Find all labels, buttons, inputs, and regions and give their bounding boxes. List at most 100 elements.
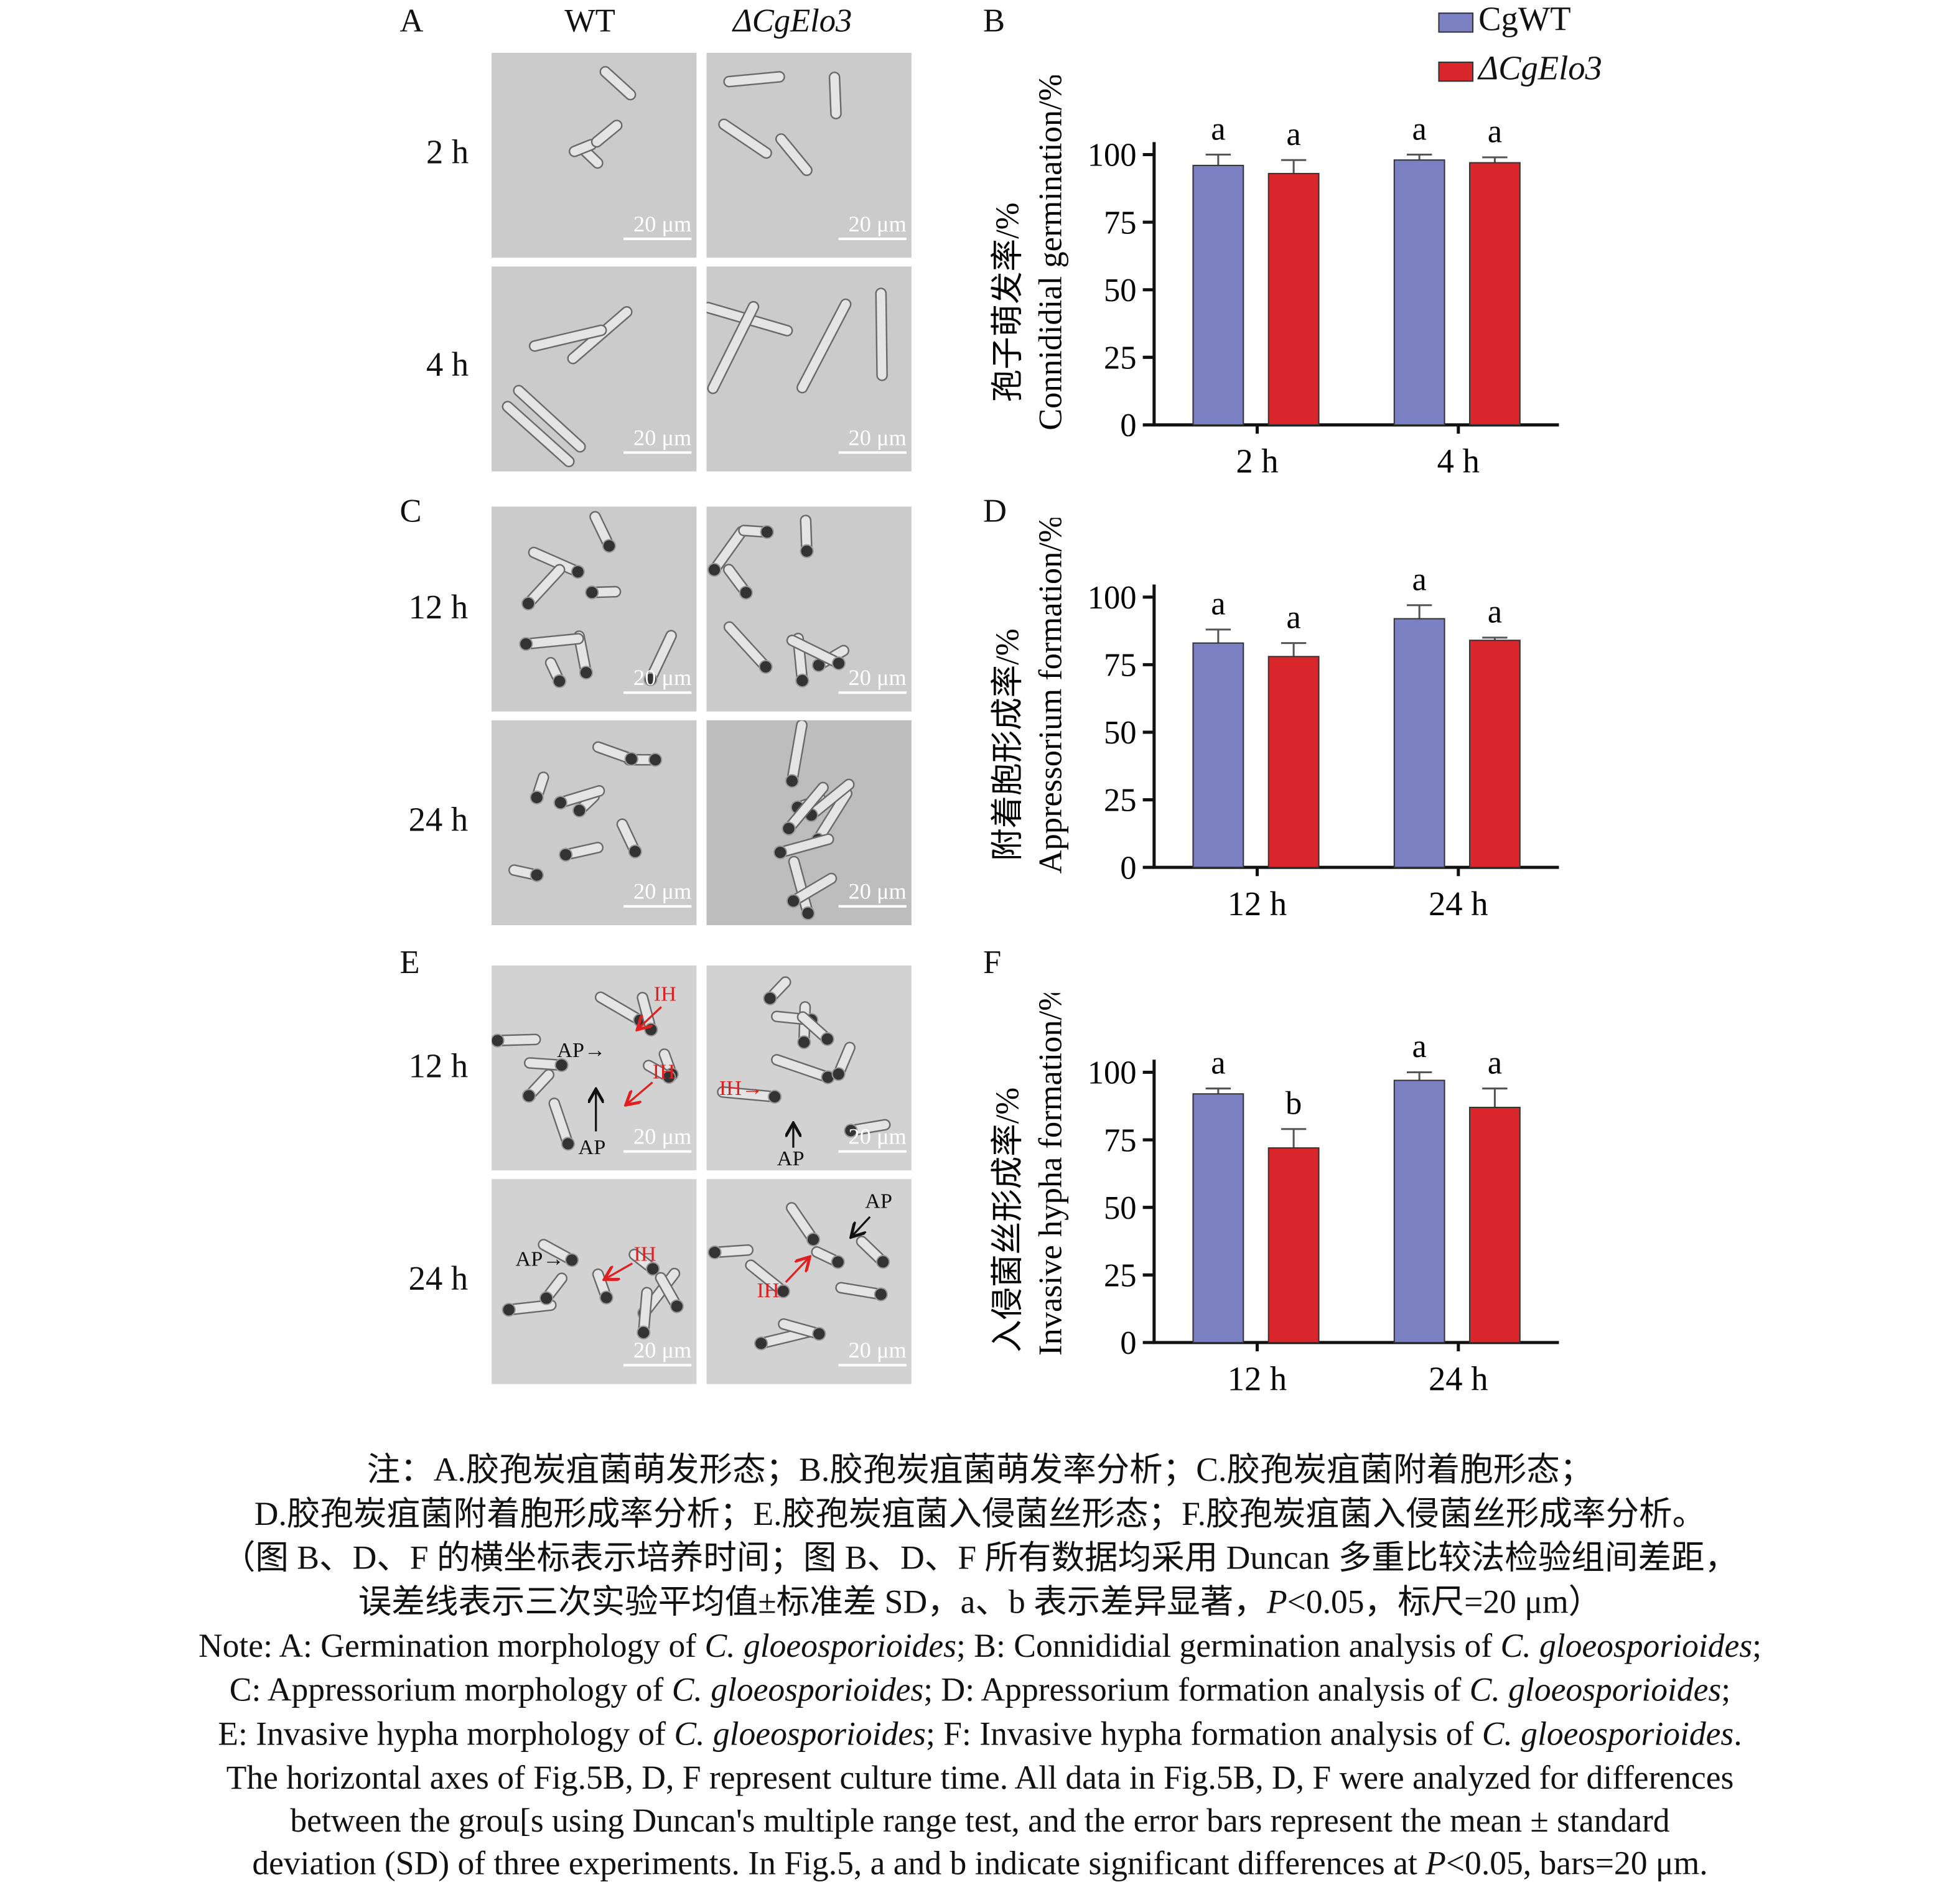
y-tick-label: 100 (1088, 137, 1137, 174)
x-tick-label: 24 h (1429, 1360, 1488, 1398)
bar-mutant (1468, 640, 1521, 869)
caption-line: The horizontal axes of Fig.5B, D, F repr… (0, 1761, 1960, 1795)
bar-mutant (1267, 656, 1320, 869)
caption-segment: 注：A.胶孢炭疽菌萌发形态；B.胶孢炭疽菌萌发率分析；C.胶孢炭疽菌附着胞形态； (366, 1450, 1594, 1489)
bar-mutant (1468, 162, 1521, 426)
scale-bar-label: 20 μm (633, 1124, 692, 1149)
caption-line: Note: A: Germination morphology of C. gl… (0, 1629, 1960, 1663)
bar-mutant (1267, 172, 1320, 426)
scale-bar (838, 905, 907, 908)
caption-segment: C. gloeosporioides (671, 1670, 924, 1708)
scale-bar (838, 1150, 907, 1153)
caption-line: E: Invasive hypha morphology of C. gloeo… (0, 1717, 1960, 1751)
caption-line: 误差线表示三次实验平均值±标准差 SD，a、b 表示差异显著，P<0.05，标尺… (0, 1585, 1960, 1619)
significance-letter: a (1412, 562, 1426, 598)
bar-wt (1393, 618, 1445, 869)
bar-wt (1192, 642, 1244, 869)
chart-f: 0 25 50 75 100 12 h 24 h a a b a 入侵菌丝形成率/% Invasive … (990, 993, 1559, 1398)
micrograph: 20 μm (706, 52, 912, 258)
caption-segment: deviation (SD) of three experiments. In … (252, 1844, 1426, 1882)
y-tick-label: 0 (1120, 408, 1136, 444)
scale-bar-label: 20 μm (633, 878, 692, 904)
ih-label: IH→ (719, 1076, 763, 1100)
bar-wt (1393, 159, 1445, 426)
scale-bar-label: 20 μm (848, 878, 907, 904)
significance-letter: a (1412, 1028, 1426, 1064)
ap-label: AP (578, 1135, 606, 1159)
significance-letter: a (1488, 1045, 1502, 1081)
x-tick-label: 2 h (1236, 442, 1278, 480)
bar-wt (1192, 164, 1244, 426)
chart-b: 0 25 50 75 100 2 h 4 h a a a a 孢子萌发率/% Connididial g… (990, 75, 1559, 480)
panel-label-f: F (983, 944, 1002, 981)
caption-segment: ; F: Invasive hypha formation analysis o… (925, 1714, 1482, 1753)
y-axis-label-en: Invasive hypha formation/% (1032, 993, 1068, 1356)
scale-bar-label: 20 μm (848, 424, 907, 450)
significance-letter: b (1286, 1085, 1302, 1121)
caption-segment: P (1266, 1582, 1287, 1621)
scale-bar-label: 20 μm (633, 211, 692, 236)
ap-label: AP→ (515, 1247, 564, 1271)
ap-label: AP (777, 1146, 805, 1171)
bar-mutant (1267, 1147, 1320, 1343)
y-axis-label-en: Connididial germination/% (1032, 75, 1068, 430)
row-label: 24 h (408, 801, 469, 839)
caption-segment: C: Appressorium morphology of (229, 1670, 672, 1708)
micrograph: 20 μm (706, 266, 912, 472)
bar-wt (1192, 1093, 1244, 1343)
ih-label: IH (757, 1278, 780, 1303)
row-label: 12 h (408, 588, 469, 627)
bar-wt (1393, 1079, 1445, 1343)
scale-bar (623, 691, 692, 694)
scale-bar-label: 20 μm (848, 1124, 907, 1149)
micrograph: 20 μm (706, 720, 912, 926)
y-tick-label: 75 (1104, 205, 1137, 241)
caption-segment: The horizontal axes of Fig.5B, D, F repr… (226, 1758, 1734, 1797)
y-tick-label: 25 (1104, 783, 1137, 819)
x-tick-label: 12 h (1228, 1360, 1287, 1398)
row-label: 2 h (426, 133, 469, 171)
legend-label-mutant: ΔCgElo3 (1478, 49, 1602, 87)
y-tick-label: 100 (1088, 580, 1137, 616)
caption-line: （图 B、D、F 的横坐标表示培养时间；图 B、D、F 所有数据均采用 Dunc… (0, 1541, 1960, 1575)
legend-label-wt: CgWT (1478, 0, 1571, 38)
ap-label: AP→ (557, 1038, 606, 1063)
x-tick-label: 4 h (1437, 442, 1480, 480)
significance-letter: a (1286, 116, 1300, 152)
scale-bar (838, 237, 907, 240)
caption-line: D.胶孢炭疽菌附着胞形成率分析；E.胶孢炭疽菌入侵菌丝形态；F.胶孢炭疽菌入侵菌… (0, 1497, 1960, 1530)
y-tick-label: 100 (1088, 1055, 1137, 1091)
y-tick-label: 75 (1104, 648, 1137, 684)
caption-segment: P (1426, 1844, 1446, 1882)
bar-mutant (1468, 1106, 1521, 1343)
ih-label: IH (633, 1242, 656, 1266)
significance-letter: a (1412, 111, 1426, 147)
caption-line: 注：A.胶孢炭疽菌萌发形态；B.胶孢炭疽菌萌发率分析；C.胶孢炭疽菌附着胞形态； (0, 1453, 1960, 1487)
caption-segment: between the grou[s using Duncan's multip… (290, 1801, 1670, 1839)
y-tick-label: 0 (1120, 850, 1136, 886)
column-label-wt: WT (564, 2, 615, 39)
y-axis-label-cn: 孢子萌发率/% (990, 202, 1026, 402)
ih-label: IH (652, 1060, 675, 1084)
chart-d: 0 25 50 75 100 12 h 24 h a a a a 附着胞形成率/% Appressori… (990, 518, 1559, 923)
y-axis-label-cn: 入侵菌丝形成率/% (990, 1088, 1026, 1353)
x-tick-label: 12 h (1228, 885, 1287, 923)
scale-bar-label: 20 μm (633, 664, 692, 691)
scale-bar (623, 905, 692, 908)
row-label: 24 h (408, 1259, 469, 1298)
scale-bar-label: 20 μm (633, 1337, 692, 1363)
caption-segment: C. gloeosporioides (1482, 1714, 1734, 1753)
micrograph: 20 μm (706, 965, 912, 1171)
micrograph: 20 μm (492, 1179, 697, 1384)
x-tick-label: 24 h (1429, 885, 1488, 923)
y-tick-label: 0 (1120, 1325, 1136, 1361)
caption-segment: D.胶孢炭疽菌附着胞形成率分析；E.胶孢炭疽菌入侵菌丝形态；F.胶孢炭疽菌入侵菌… (254, 1494, 1706, 1532)
micrograph: 20 μm (706, 506, 912, 712)
panel-label-a: A (399, 2, 424, 39)
caption-segment: . (1734, 1714, 1742, 1753)
caption-segment: （图 B、D、F 的横坐标表示培养时间；图 B、D、F 所有数据均采用 Dunc… (222, 1539, 1738, 1577)
y-axis-label-cn: 附着胞形成率/% (990, 628, 1026, 860)
significance-letter: a (1211, 586, 1225, 622)
micrograph: 20 μm (706, 1179, 912, 1384)
caption-segment: C. gloeosporioides (704, 1626, 957, 1665)
